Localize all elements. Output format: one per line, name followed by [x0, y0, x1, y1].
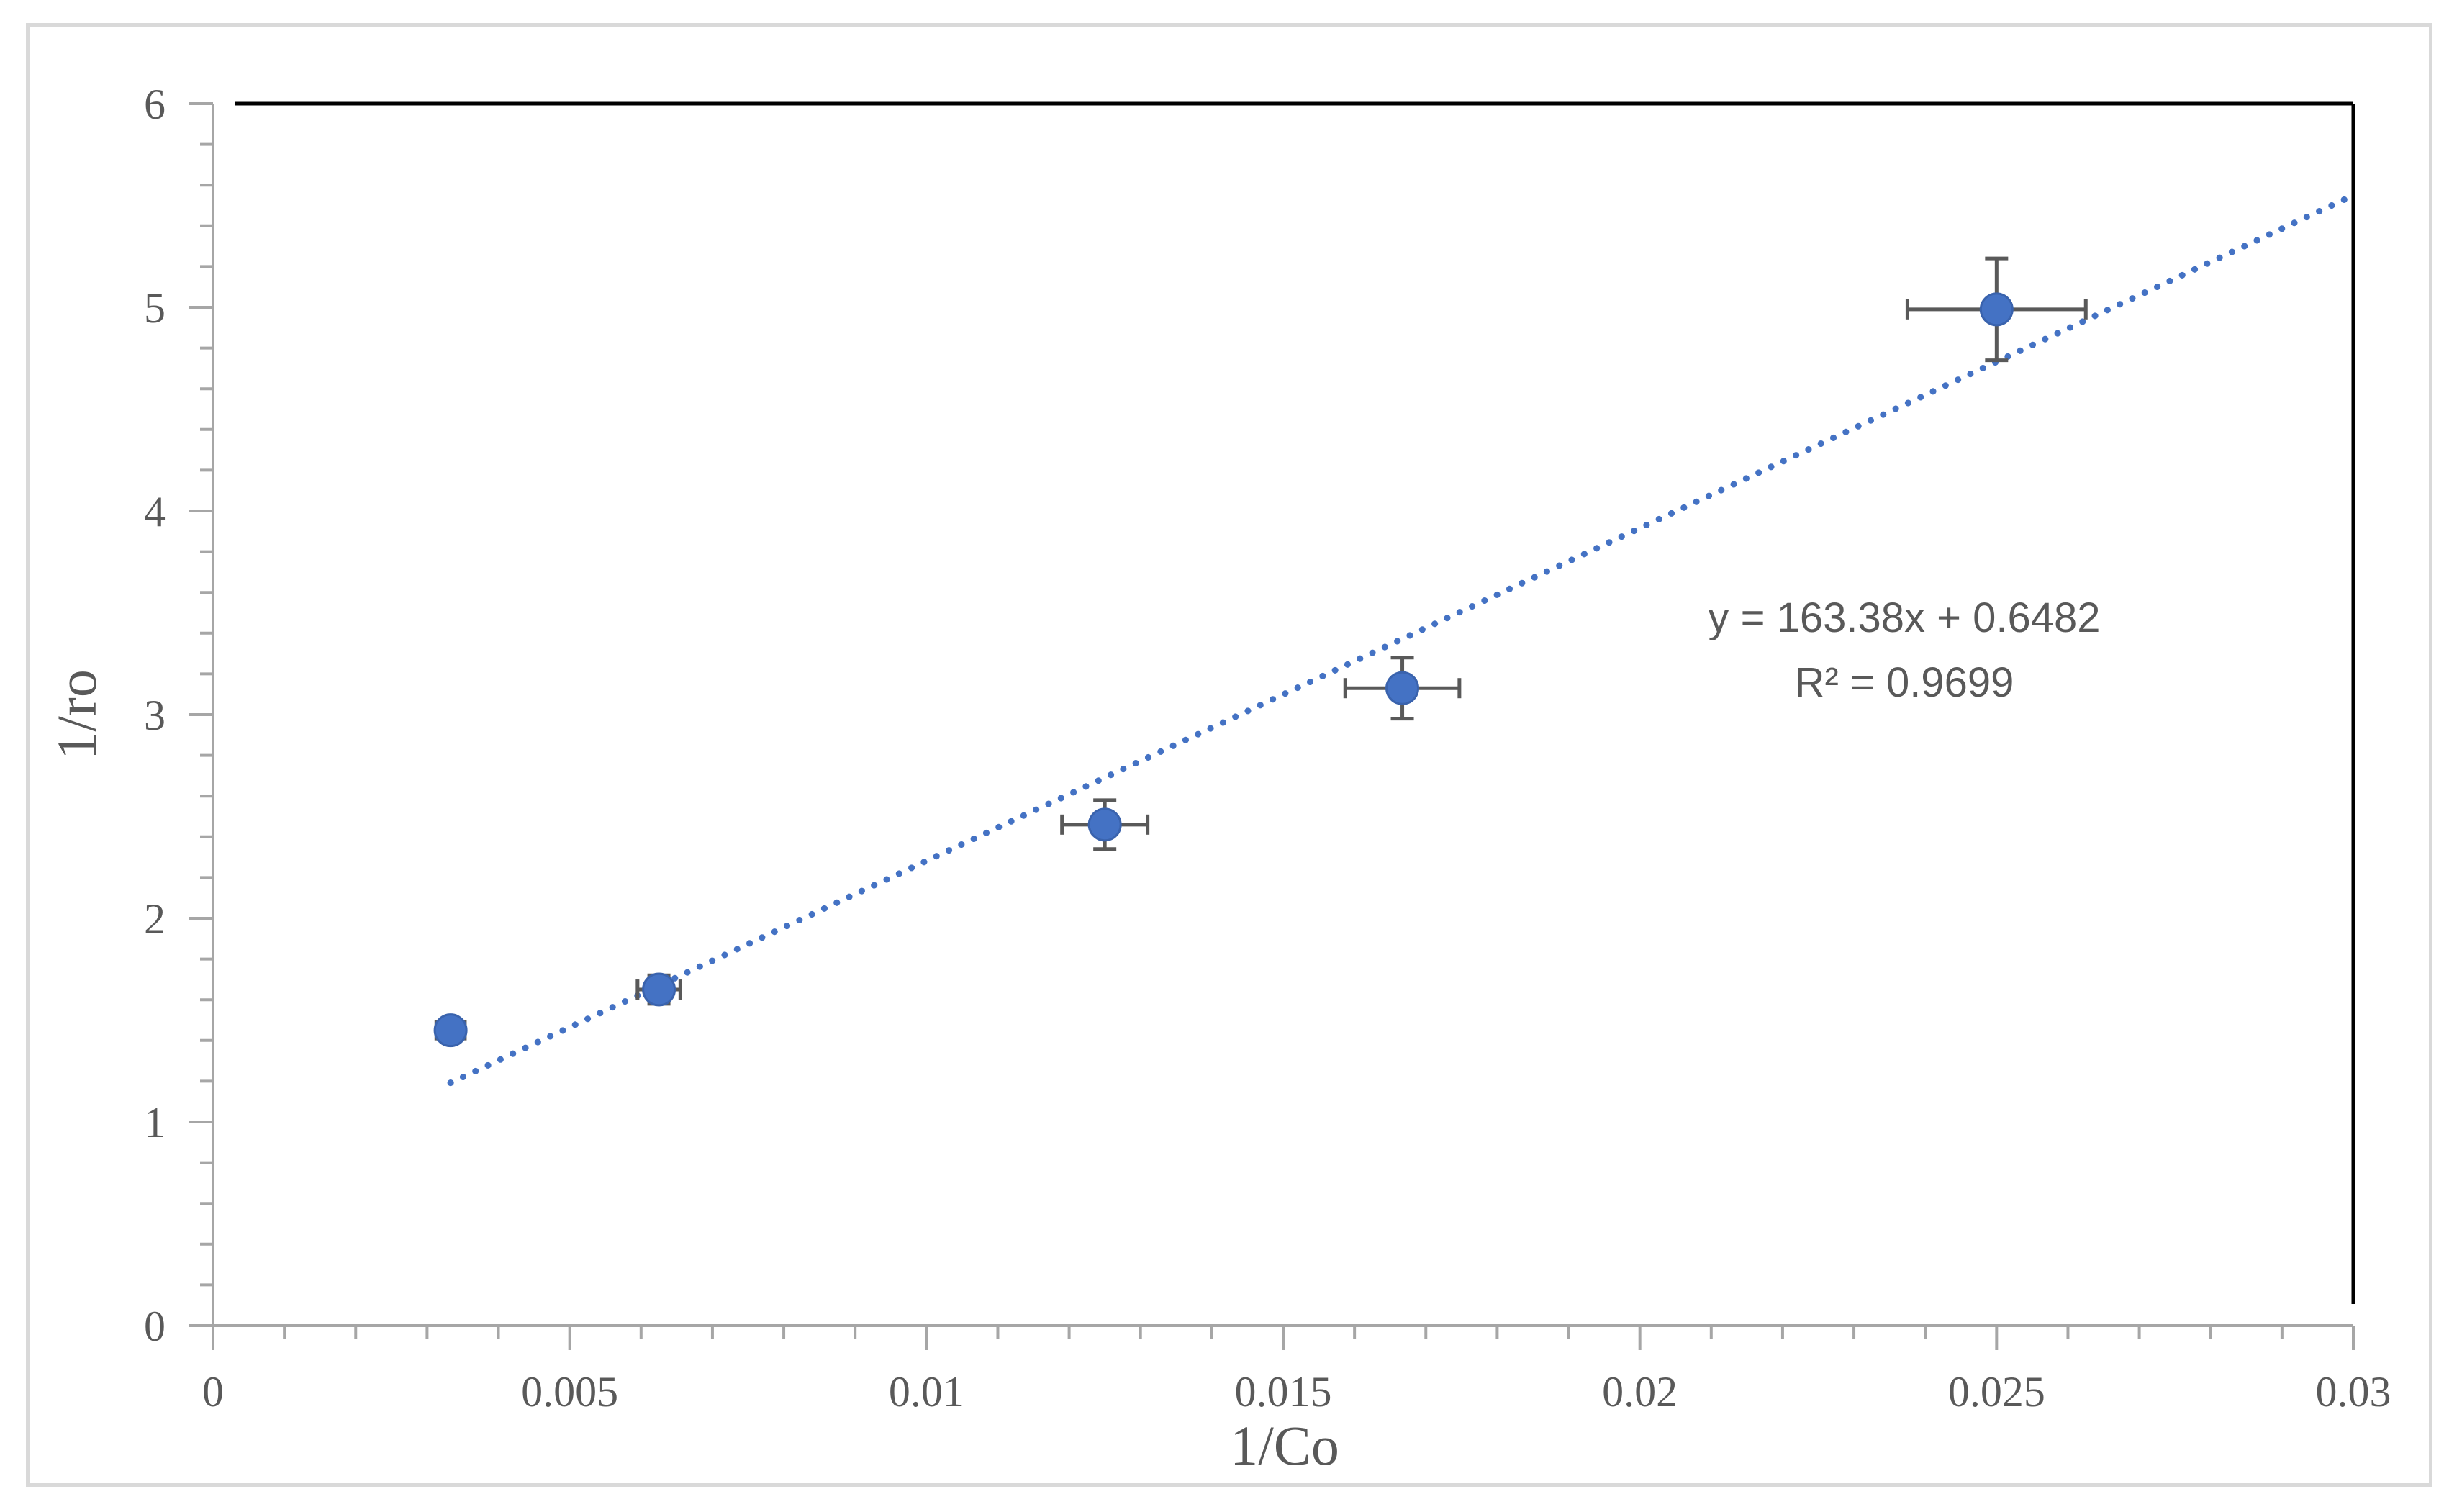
data-points [433, 292, 2014, 1048]
axis-ticks [189, 102, 2355, 1350]
trendline-r2: R² = 0.9699 [1795, 659, 2014, 706]
plot-area-border [235, 101, 2355, 1304]
y-tick-label: 2 [144, 895, 166, 943]
x-tick-label: 0.03 [2316, 1368, 2391, 1416]
data-point [1979, 292, 2014, 327]
y-axis-title: 1/ro [45, 669, 108, 760]
x-tick-label: 0 [202, 1368, 224, 1416]
y-tick-label: 4 [144, 488, 166, 535]
y-tick-label: 5 [144, 284, 166, 332]
x-tick-label: 0.005 [521, 1368, 618, 1416]
data-point [642, 972, 676, 1007]
y-tick-label: 1 [144, 1099, 166, 1146]
y-tick-label: 3 [144, 692, 166, 739]
x-tick-label: 0.01 [889, 1368, 964, 1416]
x-axis-title: 1/Co [1230, 1414, 1339, 1477]
x-tick-label: 0.02 [1602, 1368, 1678, 1416]
chart-frame [26, 23, 2432, 1487]
data-point [1385, 671, 1420, 705]
data-point [1087, 807, 1122, 842]
x-tick-label: 0.015 [1235, 1368, 1332, 1416]
error-bars [434, 256, 2088, 1043]
y-tick-label: 0 [144, 1303, 166, 1350]
axes [212, 104, 2353, 1327]
y-tick-label: 6 [144, 81, 166, 128]
x-tick-label: 0.025 [1948, 1368, 2045, 1416]
trendline-equation: y = 163.38x + 0.6482 [1709, 594, 2101, 641]
data-point [433, 1013, 468, 1048]
tick-labels: 0 0.005 0.01 0.015 0.02 0.025 0.03 0 1 2 3 4 5 6 [144, 81, 2391, 1416]
